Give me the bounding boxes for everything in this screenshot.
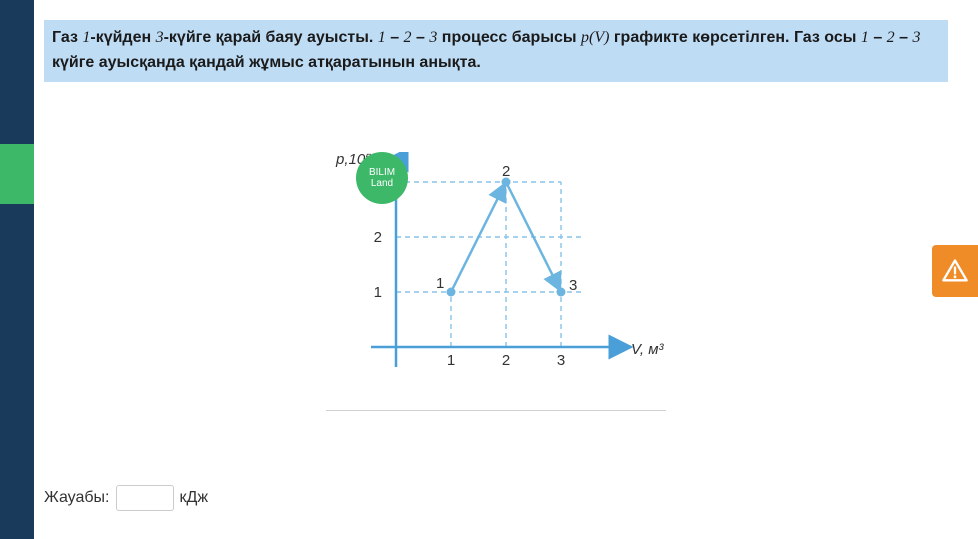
answer-unit: кДж: [180, 489, 209, 507]
question-box: Газ 1-күйден 3-күйге қарай баяу ауысты. …: [44, 20, 948, 82]
svg-text:3: 3: [557, 352, 565, 369]
chart-area: BILIM Land: [44, 152, 948, 411]
left-sidebar: [0, 0, 34, 539]
svg-text:1: 1: [374, 284, 382, 301]
content-area: Газ 1-күйден 3-күйге қарай баяу ауысты. …: [44, 20, 948, 411]
svg-text:1: 1: [447, 352, 455, 369]
warning-badge[interactable]: [932, 245, 978, 297]
point-3-label: 3: [569, 277, 577, 294]
point-1-label: 1: [436, 275, 444, 292]
question-text: Газ 1-күйден 3-күйге қарай баяу ауысты. …: [52, 29, 920, 71]
answer-row: Жауабы: кДж: [44, 485, 208, 511]
answer-input[interactable]: [116, 485, 174, 511]
chart-underline: [326, 410, 666, 411]
x-axis-label: V, м³: [631, 341, 665, 358]
svg-text:2: 2: [502, 352, 510, 369]
answer-label: Жауабы:: [44, 489, 110, 507]
logo-line2: Land: [371, 178, 393, 189]
point-2-label: 2: [502, 163, 510, 180]
bilim-land-logo: BILIM Land: [356, 152, 408, 204]
sidebar-accent: [0, 144, 34, 204]
logo-line1: BILIM: [369, 167, 395, 178]
warning-icon: [941, 257, 969, 285]
svg-text:2: 2: [374, 229, 382, 246]
